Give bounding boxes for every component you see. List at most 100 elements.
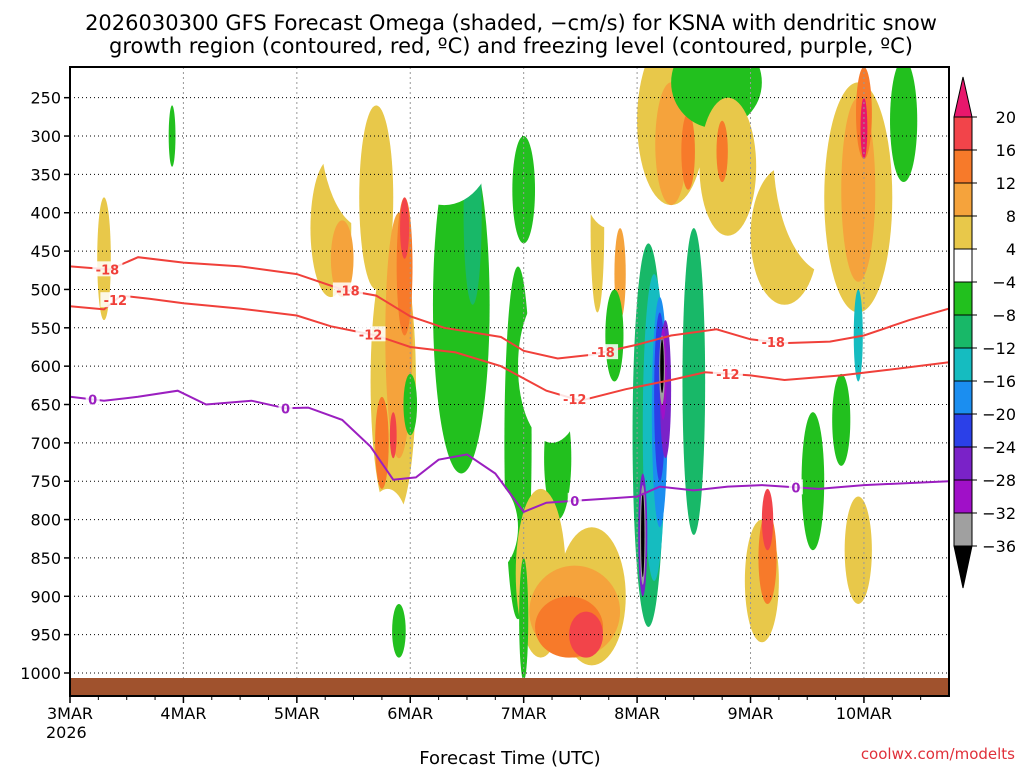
y-tick-label-250: 250 (30, 89, 61, 108)
colorbar-label-0: 20 (996, 108, 1016, 127)
colorbar-bin-10 (953, 446, 973, 481)
omega-cell-r54 (761, 488, 774, 551)
omega-cell-r19 (393, 67, 496, 206)
contour-label-bg-1-3 (712, 365, 743, 381)
colorbar-label-8: −16 (982, 372, 1016, 391)
y-tick-label-400: 400 (30, 204, 61, 223)
contour-line-0--18 (70, 256, 949, 360)
y-tick-label-950: 950 (30, 626, 61, 645)
colorbar-bin-2 (953, 182, 973, 217)
contour-label-1-1: -12 (359, 328, 383, 343)
contour-label-2-3: 0 (791, 481, 800, 496)
omega-cell-r62 (853, 289, 863, 382)
contour-label-0-2: -18 (591, 346, 615, 361)
omega-cell-r14 (389, 412, 397, 459)
x-axis-label: Forecast Time (UTC) (419, 748, 600, 768)
chart-title-line-1: 2026030300 GFS Forecast Omega (shaded, −… (85, 11, 937, 35)
omega-cell-r04 (231, 201, 272, 271)
colorbar-label-2: 12 (996, 174, 1016, 193)
temperature-contours: -18 -18 -18 -18 -12 -12 -12 -12 0 0 0 0 (70, 256, 949, 514)
contour-label-bg-0-3 (758, 333, 789, 349)
omega-cell-r03 (168, 105, 176, 167)
y-tick-label-1000: 1000 (20, 664, 61, 683)
colorbar-label-7: −12 (982, 339, 1016, 358)
y-tick-label-500: 500 (30, 280, 61, 299)
y-axis-pressure: 250 300 350 400 450 500 550 600 650 700 750 800 850 9… (20, 89, 70, 683)
contour-label-1-0: -12 (104, 294, 128, 309)
contour-label-bg-2-0 (85, 391, 100, 407)
colorbar-bin-top (953, 76, 973, 118)
colorbar-bin-5 (953, 281, 973, 316)
colorbar-bin-11 (953, 479, 973, 514)
colorbar: 20 16 12 8 4 −4 −8 −12 −16 −20 −24 −28 −32 −36 (953, 76, 1016, 589)
contour-line-1--12 (70, 294, 949, 402)
colorbar-label-9: −20 (982, 405, 1016, 424)
x-tick-label-4MAR: 4MAR (160, 704, 206, 723)
contour-label-0-1: -18 (336, 284, 360, 299)
contour-label-0-3: -18 (761, 336, 785, 351)
omega-cell-r55 (801, 412, 825, 551)
omega-cell-r63 (890, 67, 918, 183)
plot-gridlines (69, 67, 949, 696)
omega-cell-r64 (844, 496, 872, 604)
omega-cell-r32 (605, 289, 624, 382)
chart-title-line-2: growth region (contoured, red, ºC) and f… (109, 34, 913, 58)
colorbar-label-10: −24 (982, 438, 1016, 457)
colorbar-bin-8 (953, 380, 973, 415)
colorbar-label-1: 16 (996, 141, 1016, 160)
y-tick-label-700: 700 (30, 434, 61, 453)
x-tick-sublabel-year: 2026 (46, 723, 87, 742)
contour-label-bg-0-2 (588, 344, 619, 360)
credit-link[interactable]: coolwx.com/modelts (861, 745, 1015, 763)
contour-label-bg-0-0 (92, 261, 123, 277)
ground-surface (70, 678, 949, 696)
y-tick-label-350: 350 (30, 165, 61, 184)
y-tick-label-550: 550 (30, 319, 61, 338)
contour-line-2-0 (70, 389, 949, 514)
y-tick-label-750: 750 (30, 472, 61, 491)
omega-cell-r65 (832, 373, 851, 466)
colorbar-bin-6 (953, 314, 973, 349)
colorbar-bin-9 (953, 413, 973, 448)
colorbar-bin-7 (953, 347, 973, 382)
x-tick-label-6MAR: 6MAR (387, 704, 433, 723)
x-tick-label-8MAR: 8MAR (614, 704, 660, 723)
x-tick-label-3MAR: 3MAR (47, 704, 93, 723)
omega-cell-r29 (519, 557, 529, 681)
omega-cell-r51 (716, 120, 728, 183)
plot-frame (69, 66, 950, 697)
contour-label-bg-1-1 (355, 326, 386, 342)
omega-cell-r67 (177, 569, 190, 624)
colorbar-bin-4 (953, 248, 973, 283)
omega-cell-r23 (518, 289, 587, 443)
colorbar-bin-1 (953, 149, 973, 184)
omega-shaded-field (70, 67, 918, 681)
contour-label-bg-0-1 (332, 282, 363, 298)
colorbar-label-5: −4 (992, 273, 1016, 292)
colorbar-bin-0 (953, 116, 973, 151)
omega-cell-r68 (392, 603, 406, 658)
colorbar-bin-3 (953, 215, 973, 250)
omega-cell-r08 (359, 105, 394, 290)
contour-label-bg-2-3 (788, 479, 803, 495)
omega-cell-r12 (375, 396, 389, 489)
omega-cell-r44 (641, 492, 645, 578)
y-tick-label-900: 900 (30, 587, 61, 606)
contour-label-bg-2-1 (278, 400, 293, 416)
contour-label-0-0: -18 (96, 263, 120, 278)
omega-cell-r47 (655, 82, 688, 206)
colorbar-label-12: −32 (982, 504, 1016, 523)
x-tick-label-9MAR: 9MAR (727, 704, 773, 723)
omega-cell-r13 (400, 197, 410, 259)
omega-cell-r22 (512, 136, 536, 244)
contour-label-bg-2-2 (567, 492, 582, 508)
omega-cell-r15 (364, 488, 411, 597)
contour-label-bg-1-0 (100, 292, 131, 308)
colorbar-label-11: −28 (982, 471, 1016, 490)
contour-label-bg-1-2 (559, 391, 590, 407)
contour-label-2-2: 0 (570, 495, 579, 510)
x-tick-label-10MAR: 10MAR (836, 704, 892, 723)
contour-label-2-0: 0 (88, 393, 97, 408)
